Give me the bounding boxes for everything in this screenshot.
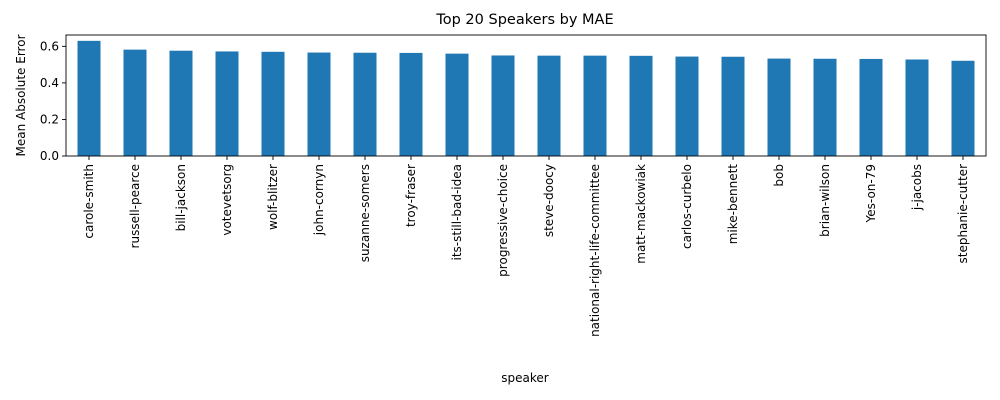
x-tick-label: matt-mackowiak <box>634 164 648 264</box>
bar-john-cornyn <box>307 52 331 156</box>
bar-suzanne-somers <box>353 52 377 156</box>
bar-carole-smith <box>77 40 101 157</box>
y-tick-label: 0.2 <box>40 112 59 126</box>
bar-russell-pearce <box>123 49 147 156</box>
bar-troy-fraser <box>399 52 423 157</box>
bar-wolf-blitzer <box>261 51 285 157</box>
x-tick-label: national-right-life-committee <box>588 164 602 337</box>
bar-bob <box>767 58 791 156</box>
bar-matt-mackowiak <box>629 55 653 157</box>
bar-votevetsorg <box>215 51 239 156</box>
bars-group <box>77 40 975 157</box>
x-tick-label: wolf-blitzer <box>266 164 280 230</box>
x-tick-label: carlos-curbelo <box>680 164 694 249</box>
bar-its-still-bad-idea <box>445 53 469 156</box>
x-tick-label: carole-smith <box>82 164 96 239</box>
bar-progressive-choice <box>491 55 515 156</box>
plot-frame <box>65 34 987 157</box>
x-tick-label: bob <box>772 164 786 187</box>
x-axis: carole-smith russell-pearce bill-jackson vo… <box>82 156 970 337</box>
bar-mike-bennett <box>721 56 745 156</box>
bar-brian-wilson <box>813 58 837 156</box>
x-tick-label: j-jacobs <box>910 164 924 211</box>
bar-j-jacobs <box>905 59 929 156</box>
x-tick-label: brian-wilson <box>818 164 832 237</box>
x-tick-label: stephanie-cutter <box>956 164 970 264</box>
x-tick-label: suzanne-somers <box>358 164 372 262</box>
x-tick-label: bill-jackson <box>174 164 188 231</box>
bar-Yes-on-79 <box>859 58 883 156</box>
bar-steve-doocy <box>537 55 561 156</box>
x-tick-label: mike-bennett <box>726 164 740 245</box>
bar-stephanie-cutter <box>951 60 975 156</box>
x-tick-label: troy-fraser <box>404 164 418 227</box>
x-tick-label: progressive-choice <box>496 164 510 277</box>
y-tick-label: 0.0 <box>40 149 59 163</box>
bar-bill-jackson <box>169 50 193 156</box>
y-tick-label: 0.4 <box>40 76 59 90</box>
x-tick-label: steve-doocy <box>542 164 556 237</box>
y-tick-label: 0.6 <box>40 39 59 53</box>
bar-carlos-curbelo <box>675 56 699 156</box>
x-tick-label: votevetsorg <box>220 164 234 236</box>
y-axis: 0.0 0.2 0.4 0.6 <box>40 39 66 163</box>
bar-national-right-life-committee <box>583 55 607 156</box>
x-axis-label: speaker <box>501 371 549 385</box>
x-tick-label: john-cornyn <box>312 164 326 236</box>
y-axis-label: Mean Absolute Error <box>14 34 28 156</box>
x-tick-label: its-still-bad-idea <box>450 164 464 261</box>
chart-title: Top 20 Speakers by MAE <box>435 12 613 28</box>
x-tick-label: Yes-on-79 <box>864 164 878 223</box>
x-tick-label: russell-pearce <box>128 164 142 248</box>
